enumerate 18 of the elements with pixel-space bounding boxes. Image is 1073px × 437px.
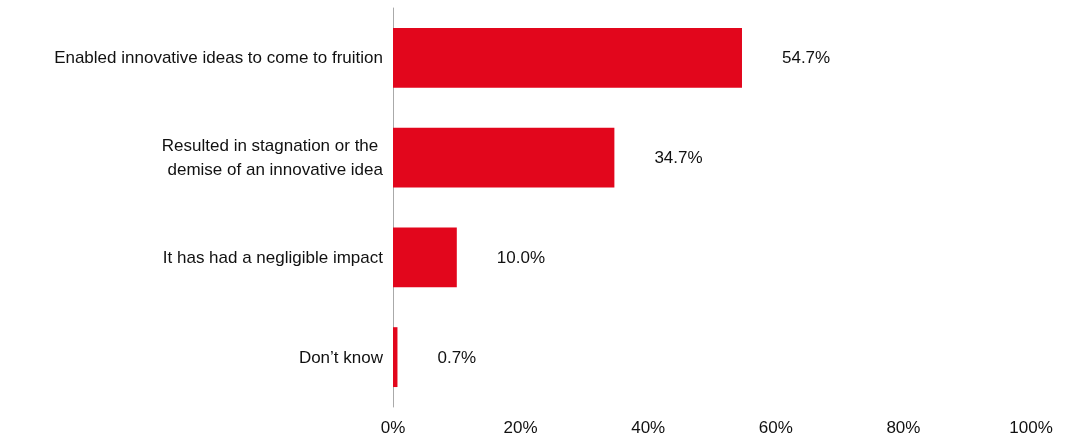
- data-label: 54.7%: [781, 48, 831, 68]
- y-tick-label: Resulted in stagnation or the demise of an innovative idea: [161, 136, 384, 180]
- data-label: 34.7%: [654, 148, 703, 168]
- data-label: 10.0%: [496, 247, 545, 267]
- bar: [393, 227, 457, 288]
- x-tick-label: 20%: [503, 418, 538, 437]
- bar: [393, 127, 615, 188]
- x-tick-label: 0%: [380, 418, 406, 437]
- data-label: 0.7%: [437, 347, 477, 367]
- x-tick-label: 100%: [1009, 418, 1053, 437]
- bar: [393, 327, 398, 388]
- x-tick-label: 40%: [631, 418, 666, 437]
- y-tick-label: It has had a negligible impact: [162, 247, 384, 267]
- bar: [393, 27, 742, 88]
- x-tick-label: 80%: [886, 418, 921, 437]
- y-tick-label: Enabled innovative ideas to come to fruition: [54, 48, 383, 68]
- y-tick-label: Don’t know: [298, 347, 384, 367]
- x-tick-label: 60%: [758, 418, 793, 437]
